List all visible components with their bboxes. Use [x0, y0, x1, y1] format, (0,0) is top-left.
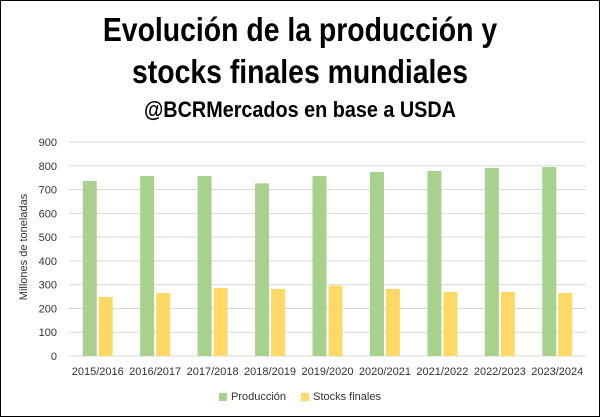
y-tick-label: 600 — [39, 208, 57, 220]
y-tick-label: 500 — [39, 232, 57, 244]
x-tick-label: 2017/2018 — [187, 366, 239, 378]
y-tick-label: 300 — [39, 280, 57, 292]
bar-produccion — [140, 176, 155, 356]
y-tick-label: 100 — [39, 327, 57, 339]
chart-title-line2: stocks finales mundiales — [132, 53, 468, 90]
chart-subtitle: @BCRMercados en base a USDA — [143, 97, 456, 122]
bar-stocks-finales — [98, 297, 113, 356]
x-tick-label: 2015/2016 — [72, 366, 124, 378]
legend-label: Stocks finales — [313, 391, 381, 403]
x-tick-label: 2022/2023 — [474, 366, 526, 378]
x-tick-label: 2020/2021 — [359, 366, 411, 378]
x-tick-label: 2023/2024 — [531, 366, 583, 378]
legend-swatch-produccion — [219, 393, 227, 401]
y-tick-label: 400 — [39, 256, 57, 268]
y-tick-label: 200 — [39, 303, 57, 315]
x-tick-label: 2019/2020 — [302, 366, 354, 378]
y-tick-label: 900 — [39, 137, 57, 149]
y-tick-label: 800 — [39, 161, 57, 173]
y-tick-label: 700 — [39, 185, 57, 197]
legend-swatch-stocks — [301, 393, 310, 401]
x-tick-label: 2018/2019 — [244, 366, 296, 378]
bar-produccion — [484, 167, 499, 356]
legend-item-produccion: Producción — [219, 391, 286, 403]
legend-item-stocks: Stocks finales — [301, 391, 381, 403]
legend-label: Producción — [231, 391, 287, 403]
bar-produccion — [312, 176, 327, 356]
bar-produccion — [255, 183, 270, 356]
bar-stocks-finales — [213, 287, 228, 356]
bar-stocks-finales — [558, 292, 573, 356]
bar-produccion — [197, 176, 212, 356]
bar-stocks-finales — [156, 292, 171, 356]
bar-stocks-finales — [385, 288, 400, 356]
legend: Producción Stocks finales — [1, 391, 599, 404]
bar-stocks-finales — [328, 285, 343, 356]
bar-produccion — [82, 180, 97, 356]
bar-stocks-finales — [500, 292, 515, 356]
bar-stocks-finales — [271, 288, 286, 356]
chart-title-line1: Evolución de la producción y — [102, 11, 498, 48]
y-tick-label: 0 — [51, 351, 57, 363]
bar-produccion — [427, 171, 442, 356]
bar-produccion — [369, 171, 384, 356]
bar-produccion — [542, 166, 557, 356]
x-tick-label: 2016/2017 — [129, 366, 181, 378]
bar-stocks-finales — [443, 292, 458, 356]
x-tick-label: 2021/2022 — [416, 366, 468, 378]
